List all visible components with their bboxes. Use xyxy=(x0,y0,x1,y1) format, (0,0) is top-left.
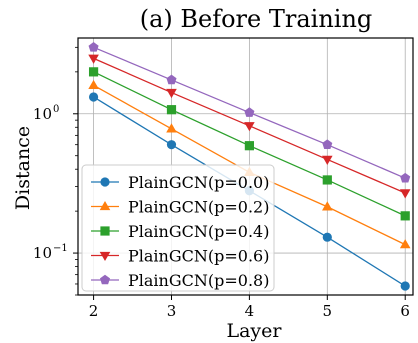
data-point xyxy=(166,123,177,133)
series-2 xyxy=(88,67,410,221)
data-point xyxy=(166,74,177,85)
legend-marker xyxy=(99,200,111,211)
y-tick-label: 10 xyxy=(33,244,52,262)
data-point xyxy=(166,88,177,99)
legend-label: PlainGCN(p=0.2) xyxy=(128,198,269,217)
data-point xyxy=(322,201,333,211)
data-point xyxy=(322,175,332,185)
legend-label: PlainGCN(p=0.4) xyxy=(128,222,269,241)
x-tick-label: 3 xyxy=(167,302,177,320)
data-point xyxy=(399,239,411,249)
data-point xyxy=(88,54,99,64)
legend-label: PlainGCN(p=0.0) xyxy=(128,173,269,192)
legend-marker xyxy=(100,177,110,187)
x-axis-label: Layer xyxy=(226,320,282,342)
data-point xyxy=(166,140,177,150)
legend-marker xyxy=(99,274,111,285)
y-tick-label: 10 xyxy=(33,105,52,123)
legend-label: PlainGCN(p=0.6) xyxy=(128,247,269,266)
x-tick-label: 6 xyxy=(400,302,410,320)
data-point xyxy=(88,67,99,77)
data-point xyxy=(166,105,177,115)
legend-marker xyxy=(99,251,111,262)
x-tick-label: 5 xyxy=(323,302,333,320)
legend-label: PlainGCN(p=0.8) xyxy=(128,271,269,290)
y-tick-exponent: −1 xyxy=(53,243,68,254)
plot-frame xyxy=(77,37,414,296)
data-point xyxy=(400,211,410,221)
legend-item: PlainGCN(p=0.8) xyxy=(91,271,269,290)
data-point xyxy=(400,172,411,183)
data-point xyxy=(400,281,410,291)
x-tick-label: 2 xyxy=(89,302,99,320)
data-point xyxy=(244,141,254,151)
data-point xyxy=(244,107,255,117)
data-point xyxy=(88,92,99,102)
legend-box xyxy=(81,164,275,292)
legend-item: PlainGCN(p=0.2) xyxy=(91,198,269,217)
data-point xyxy=(399,189,411,199)
data-point xyxy=(88,79,99,90)
legend: PlainGCN(p=0.0) PlainGCN(p=0.2) PlainGCN(p… xyxy=(81,164,275,292)
data-point xyxy=(322,155,333,165)
series-3 xyxy=(88,54,411,199)
data-point xyxy=(88,42,99,52)
legend-marker xyxy=(100,226,110,236)
y-axis-label: Distance xyxy=(12,126,34,210)
y-tick-exponent: 0 xyxy=(53,104,59,115)
data-point xyxy=(244,122,255,132)
legend-item: PlainGCN(p=0.6) xyxy=(91,247,269,266)
chart-title: (a) Before Training xyxy=(140,5,373,33)
legend-item: PlainGCN(p=0.0) xyxy=(91,173,269,192)
x-tick-label: 4 xyxy=(245,302,255,320)
data-point xyxy=(322,232,332,242)
data-point xyxy=(322,139,333,149)
legend-item: PlainGCN(p=0.4) xyxy=(91,222,269,241)
series-4 xyxy=(88,42,411,183)
